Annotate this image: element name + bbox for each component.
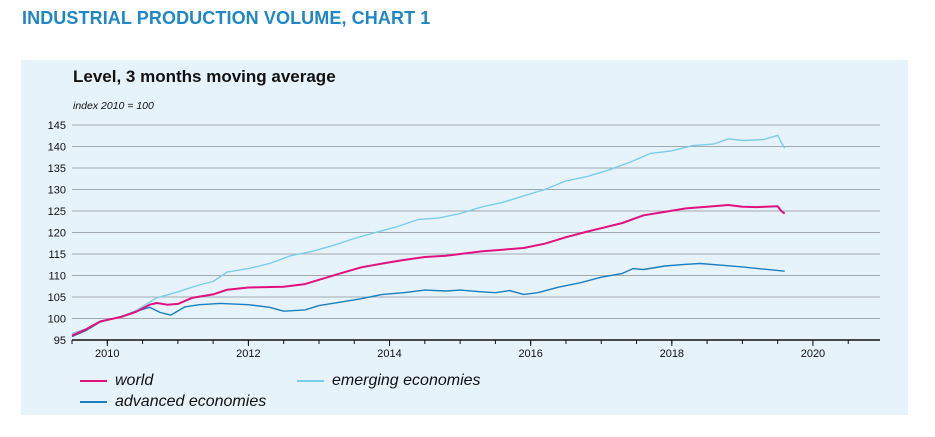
x-tick-label: 2020 [801, 348, 825, 360]
x-tick-label: 2016 [518, 348, 542, 360]
legend-swatch-advanced-economies [80, 401, 107, 403]
legend-label-advanced-economies: advanced economies [115, 393, 267, 410]
y-tick-label: 110 [48, 271, 66, 283]
y-tick-label: 95 [54, 335, 66, 347]
page-heading: INDUSTRIAL PRODUCTION VOLUME, CHART 1 [22, 8, 431, 28]
y-tick-label: 125 [48, 206, 66, 218]
legend-item-advanced-economies: advanced economies [80, 393, 266, 411]
chart-title: Level, 3 months moving average [73, 67, 336, 86]
x-tick-label: 2010 [95, 348, 119, 360]
legend-item-emerging-economies: emerging economies [297, 372, 481, 390]
y-tick-label: 115 [48, 249, 66, 261]
legend-swatch-world [80, 380, 107, 382]
y-tick-label: 100 [48, 314, 66, 326]
x-tick-label: 2014 [377, 348, 401, 360]
y-tick-label: 145 [48, 120, 66, 132]
y-tick-label: 120 [48, 228, 66, 240]
legend-label-world: world [115, 372, 154, 389]
x-tick-label: 2012 [236, 348, 260, 360]
y-tick-label: 140 [48, 142, 66, 154]
y-tick-label: 130 [48, 185, 66, 197]
y-tick-label: 105 [48, 292, 66, 304]
y-tick-label: 135 [48, 163, 66, 175]
series-line-world [71, 204, 786, 337]
series-line-emerging-economies [71, 134, 786, 335]
legend-item-world: world [80, 372, 153, 390]
legend-label-emerging-economies: emerging economies [332, 372, 481, 389]
series-line-advanced-economies [71, 262, 785, 338]
y-axis-unit-label: index 2010 = 100 [73, 100, 154, 112]
chart-panel [21, 60, 908, 415]
x-tick-label: 2018 [660, 348, 684, 360]
legend-swatch-emerging-economies [297, 380, 324, 382]
